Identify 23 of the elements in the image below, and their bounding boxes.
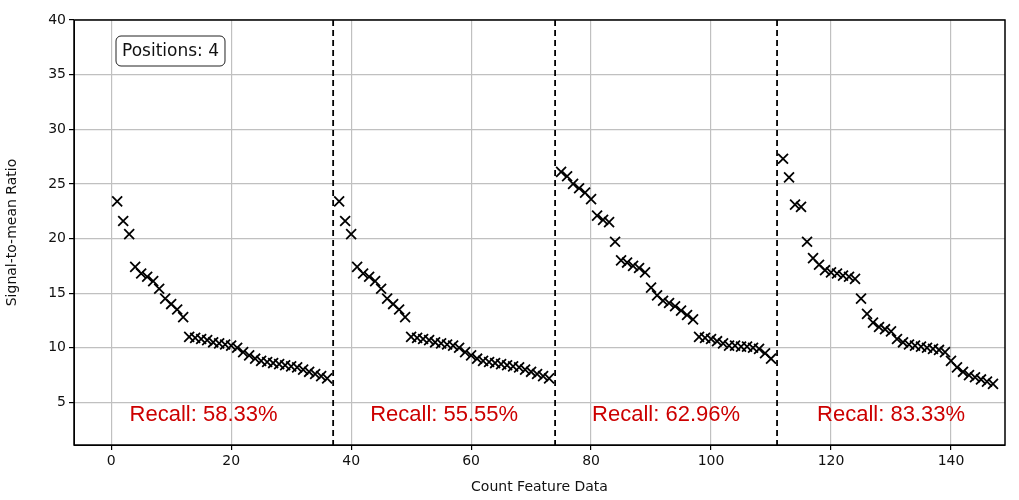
y-tick-label: 15 bbox=[48, 283, 66, 300]
x-tick-label: 100 bbox=[697, 452, 725, 469]
y-tick-label: 30 bbox=[48, 119, 66, 136]
annotation: Recall: 83.33% bbox=[817, 401, 966, 427]
x-tick-label: 20 bbox=[222, 452, 241, 469]
x-tick-label: 120 bbox=[817, 452, 845, 469]
x-tick-label: 60 bbox=[462, 452, 481, 469]
y-axis-title: Signal-to-mean Ratio bbox=[3, 158, 20, 307]
x-tick-label: 0 bbox=[106, 452, 116, 469]
y-tick-label: 20 bbox=[48, 229, 66, 246]
annotation: Recall: 55.55% bbox=[370, 401, 519, 427]
annotation: Recall: 58.33% bbox=[129, 401, 278, 427]
y-tick-label: 10 bbox=[48, 338, 66, 355]
x-tick-label: 40 bbox=[342, 452, 361, 469]
y-tick-label: 40 bbox=[48, 10, 66, 27]
x-tick-label: 140 bbox=[937, 452, 965, 469]
y-tick-label: 5 bbox=[57, 393, 66, 410]
y-tick-label: 25 bbox=[48, 174, 66, 191]
annotation: Positions: 4 bbox=[122, 40, 219, 61]
y-tick-label: 35 bbox=[48, 65, 66, 82]
x-axis-title: Count Feature Data bbox=[471, 478, 608, 495]
annotation: Recall: 62.96% bbox=[592, 401, 741, 427]
x-tick-label: 80 bbox=[582, 452, 600, 469]
